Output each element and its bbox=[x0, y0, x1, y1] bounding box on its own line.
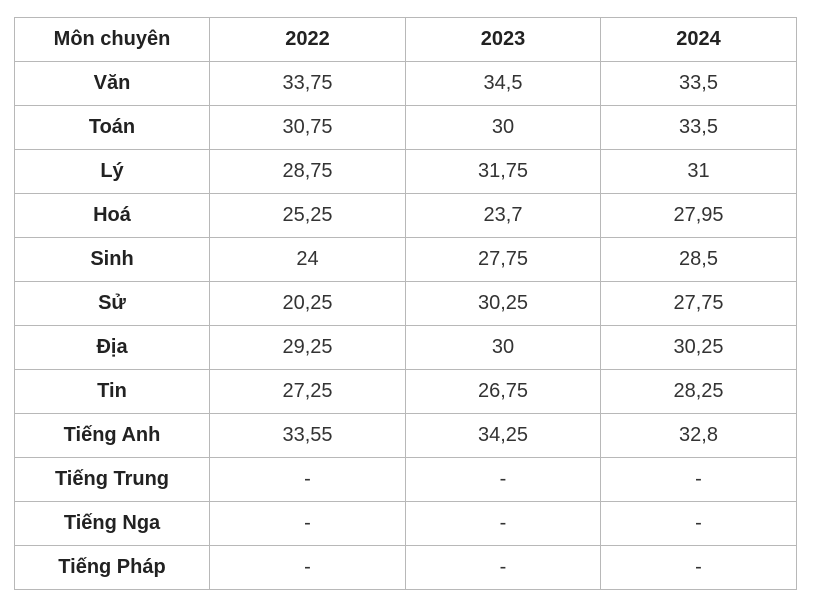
table-row: Tiếng Pháp - - - bbox=[14, 545, 797, 590]
score-cell: 26,75 bbox=[405, 369, 601, 414]
score-cell: - bbox=[405, 501, 601, 546]
subject-cell: Tin bbox=[14, 369, 210, 414]
table-row: Tiếng Nga - - - bbox=[14, 501, 797, 546]
header-year-2024: 2024 bbox=[600, 17, 797, 62]
header-year-2022: 2022 bbox=[209, 17, 406, 62]
table-row: Tiếng Anh 33,55 34,25 32,8 bbox=[14, 413, 797, 458]
subject-cell: Toán bbox=[14, 105, 210, 150]
score-cell: 33,75 bbox=[209, 61, 406, 106]
score-cell: 30,75 bbox=[209, 105, 406, 150]
table-row: Văn 33,75 34,5 33,5 bbox=[14, 61, 797, 106]
score-cell: - bbox=[209, 545, 406, 590]
score-cell: 27,75 bbox=[405, 237, 601, 282]
score-cell: 27,25 bbox=[209, 369, 406, 414]
table-row: Tiếng Trung - - - bbox=[14, 457, 797, 502]
score-cell: 33,5 bbox=[600, 61, 797, 106]
table-row: Tin 27,25 26,75 28,25 bbox=[14, 369, 797, 414]
table-row: Sinh 24 27,75 28,5 bbox=[14, 237, 797, 282]
score-table: Môn chuyên 2022 2023 2024 Văn 33,75 34,5 33… bbox=[14, 17, 797, 590]
table-row: Địa 29,25 30 30,25 bbox=[14, 325, 797, 370]
header-subject: Môn chuyên bbox=[14, 17, 210, 62]
score-cell: 33,55 bbox=[209, 413, 406, 458]
score-cell: - bbox=[209, 501, 406, 546]
score-cell: 25,25 bbox=[209, 193, 406, 238]
score-cell: - bbox=[405, 545, 601, 590]
subject-cell: Sử bbox=[14, 281, 210, 326]
score-cell: 30 bbox=[405, 325, 601, 370]
score-cell: 31 bbox=[600, 149, 797, 194]
header-year-2023: 2023 bbox=[405, 17, 601, 62]
table-header-row: Môn chuyên 2022 2023 2024 bbox=[14, 17, 797, 62]
score-cell: 29,25 bbox=[209, 325, 406, 370]
score-cell: 27,95 bbox=[600, 193, 797, 238]
score-cell: 32,8 bbox=[600, 413, 797, 458]
score-cell: - bbox=[600, 501, 797, 546]
score-cell: 24 bbox=[209, 237, 406, 282]
subject-cell: Tiếng Anh bbox=[14, 413, 210, 458]
score-cell: 28,75 bbox=[209, 149, 406, 194]
subject-cell: Hoá bbox=[14, 193, 210, 238]
table-row: Sử 20,25 30,25 27,75 bbox=[14, 281, 797, 326]
subject-cell: Lý bbox=[14, 149, 210, 194]
score-cell: 28,25 bbox=[600, 369, 797, 414]
score-cell: 30 bbox=[405, 105, 601, 150]
table-row: Hoá 25,25 23,7 27,95 bbox=[14, 193, 797, 238]
score-cell: - bbox=[405, 457, 601, 502]
score-table-container: Môn chuyên 2022 2023 2024 Văn 33,75 34,5 33… bbox=[14, 17, 797, 590]
score-cell: 20,25 bbox=[209, 281, 406, 326]
score-cell: 34,25 bbox=[405, 413, 601, 458]
score-cell: 30,25 bbox=[405, 281, 601, 326]
subject-cell: Tiếng Trung bbox=[14, 457, 210, 502]
score-cell: 23,7 bbox=[405, 193, 601, 238]
table-row: Toán 30,75 30 33,5 bbox=[14, 105, 797, 150]
subject-cell: Sinh bbox=[14, 237, 210, 282]
table-body: Văn 33,75 34,5 33,5 Toán 30,75 30 33,5 Lý 28,75 31… bbox=[14, 61, 797, 590]
subject-cell: Văn bbox=[14, 61, 210, 106]
score-cell: 28,5 bbox=[600, 237, 797, 282]
score-cell: - bbox=[209, 457, 406, 502]
score-cell: 27,75 bbox=[600, 281, 797, 326]
subject-cell: Tiếng Nga bbox=[14, 501, 210, 546]
score-cell: - bbox=[600, 457, 797, 502]
score-cell: - bbox=[600, 545, 797, 590]
table-row: Lý 28,75 31,75 31 bbox=[14, 149, 797, 194]
subject-cell: Tiếng Pháp bbox=[14, 545, 210, 590]
score-cell: 34,5 bbox=[405, 61, 601, 106]
subject-cell: Địa bbox=[14, 325, 210, 370]
score-cell: 33,5 bbox=[600, 105, 797, 150]
score-cell: 30,25 bbox=[600, 325, 797, 370]
score-cell: 31,75 bbox=[405, 149, 601, 194]
